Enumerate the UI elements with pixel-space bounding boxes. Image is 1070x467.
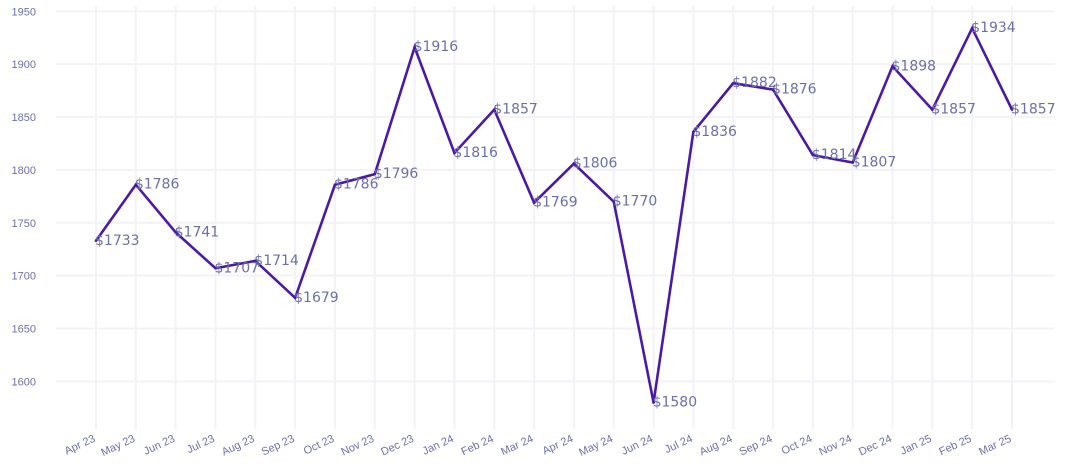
data-labels: $1733$1786$1741$1707$1714$1679$1786$1796…	[95, 20, 1056, 410]
x-tick-label: Jul 23	[185, 433, 217, 456]
x-tick-label: Oct 24	[780, 433, 814, 458]
data-label: $1916	[414, 39, 459, 55]
data-point	[333, 183, 337, 187]
data-label: $1857	[1011, 102, 1056, 118]
data-point	[931, 108, 934, 111]
data-point	[811, 153, 815, 157]
data-label: $1814	[812, 147, 857, 163]
y-axis-tick-labels: 1600 1650 1700 1750 1800 1850 1900 1950	[12, 6, 36, 388]
data-label: $1816	[453, 145, 498, 161]
x-tick-label: Apr 23	[63, 433, 97, 458]
data-label: $1707	[214, 260, 259, 276]
data-point	[970, 26, 974, 30]
x-tick-label: Feb 25	[937, 433, 973, 458]
data-point	[692, 130, 695, 134]
y-tick-label: 1650	[12, 324, 36, 336]
vertical-gridlines	[95, 6, 1013, 429]
data-point	[1010, 108, 1014, 111]
data-label: $1836	[692, 124, 737, 140]
x-tick-label: Sep 23	[260, 433, 297, 459]
x-tick-label: Aug 23	[220, 433, 257, 459]
data-point	[572, 162, 576, 165]
data-point	[731, 81, 735, 85]
y-tick-label: 1950	[12, 6, 36, 18]
x-tick-label: Oct 23	[302, 433, 336, 458]
x-tick-label: May 24	[577, 433, 615, 459]
data-point	[891, 64, 894, 68]
data-point	[532, 201, 536, 204]
data-point	[851, 161, 854, 164]
y-tick-label: 1600	[12, 376, 36, 388]
data-label: $1786	[334, 177, 379, 193]
data-label: $1786	[135, 177, 180, 193]
data-point	[214, 266, 217, 270]
x-tick-label: Dec 23	[379, 433, 416, 459]
data-label: $1876	[772, 82, 817, 98]
data-point	[254, 259, 257, 263]
data-label: $1733	[95, 233, 140, 249]
x-tick-label: Sep 24	[738, 433, 775, 459]
data-point	[293, 296, 297, 300]
x-axis-tick-labels: Apr 23 May 23 Jun 23 Jul 23 Aug 23 Sep 23 Oct …	[63, 433, 1013, 459]
series-line	[94, 25, 1014, 403]
data-point	[652, 401, 655, 404]
data-label: $1796	[374, 166, 419, 182]
x-tick-label: Mar 24	[499, 433, 535, 458]
data-point	[373, 172, 377, 176]
data-point	[771, 88, 775, 91]
data-point	[492, 108, 496, 111]
x-tick-label: Jan 25	[899, 433, 934, 458]
data-point	[453, 151, 456, 155]
x-tick-label: Dec 24	[857, 433, 894, 459]
data-point	[174, 231, 177, 234]
x-tick-label: Jul 24	[663, 433, 695, 456]
data-point	[94, 239, 98, 243]
data-label: $1806	[573, 156, 618, 172]
x-tick-label: Nov 23	[339, 433, 376, 459]
data-label: $1807	[852, 155, 897, 171]
x-tick-label: Feb 24	[459, 433, 495, 458]
x-tick-label: May 23	[99, 433, 137, 459]
x-tick-label: Jan 24	[421, 433, 456, 458]
x-tick-label: Apr 24	[541, 433, 575, 458]
data-label: $1741	[175, 224, 220, 240]
data-label: $1770	[613, 194, 658, 210]
data-point	[413, 45, 416, 49]
data-label: $1714	[254, 253, 299, 269]
x-tick-label: Nov 24	[817, 433, 854, 459]
data-label: $1934	[971, 20, 1016, 36]
x-tick-label: Jun 24	[620, 433, 655, 458]
x-tick-label: Mar 25	[977, 433, 1013, 458]
data-point	[134, 183, 138, 187]
y-tick-label: 1900	[12, 59, 36, 71]
x-tick-label: Aug 24	[698, 433, 735, 459]
y-tick-label: 1700	[12, 271, 36, 283]
data-label: $1580	[653, 395, 698, 411]
horizontal-gridlines	[56, 10, 1055, 383]
y-tick-label: 1850	[12, 112, 36, 124]
data-point	[612, 200, 616, 203]
data-label: $1857	[931, 102, 976, 118]
data-label: $1857	[493, 102, 538, 118]
x-tick-label: Jun 23	[142, 433, 177, 458]
series-group	[94, 25, 1014, 404]
data-label: $1769	[533, 195, 578, 211]
y-tick-label: 1750	[12, 218, 36, 230]
data-label: $1679	[294, 290, 339, 306]
data-label: $1882	[732, 75, 777, 91]
y-tick-label: 1800	[12, 165, 36, 177]
data-label: $1898	[892, 58, 937, 74]
